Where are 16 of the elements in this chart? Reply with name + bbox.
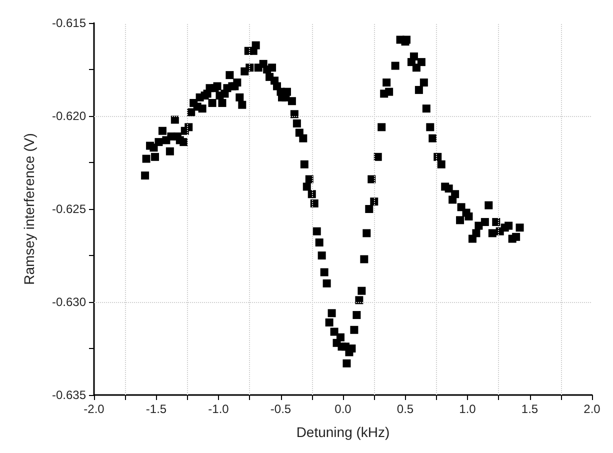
x-tick-label: 1.5 xyxy=(521,402,538,416)
x-tick-label: 1.0 xyxy=(459,402,476,416)
x-tick-label: -2.0 xyxy=(84,402,105,416)
y-tick-label: -0.615 xyxy=(52,16,86,30)
x-tick-label: 0.0 xyxy=(334,402,352,416)
y-axis-title: Ramsey interference (V) xyxy=(21,133,37,285)
y-tick-label: -0.625 xyxy=(52,202,86,216)
y-tick-label: -0.620 xyxy=(52,109,86,123)
x-tick-label: -1.5 xyxy=(146,402,167,416)
x-tick-label: 0.5 xyxy=(396,402,414,416)
x-tick-label: 2.0 xyxy=(584,402,601,416)
x-tick-label: -0.5 xyxy=(270,402,292,416)
y-tick-label: -0.635 xyxy=(52,388,86,402)
x-axis-title: Detuning (kHz) xyxy=(296,424,390,440)
x-tick-label: -1.0 xyxy=(208,402,230,416)
y-tick-label: -0.630 xyxy=(52,295,86,309)
